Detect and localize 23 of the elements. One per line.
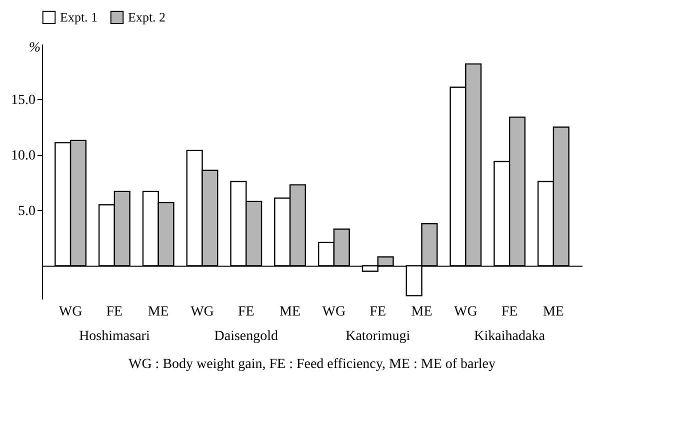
text: Hoshimasari [79, 329, 150, 344]
text: WG : Body weight gain, FE : Feed efficiency, ME : ME of barley [128, 357, 496, 372]
text: Daisengold [214, 329, 278, 344]
x-tick-label: ME [542, 304, 564, 320]
x-tick-label: WG [454, 304, 478, 320]
x-tick-label: FE [106, 304, 123, 320]
y-tick-label: 15.0 [11, 92, 36, 108]
x-tick-label: ME [280, 304, 301, 320]
x-tick-label: WG [322, 304, 346, 320]
y-tick-label: 10.0 [11, 148, 36, 164]
x-tick-label: ME [411, 304, 432, 320]
y-axis-title: % [28, 40, 40, 56]
legend-label: Expt. 1 [60, 9, 98, 24]
x-tick-label: FE [501, 304, 518, 320]
legend-label: Expt. 2 [128, 9, 166, 24]
x-tick-label: WG [58, 304, 82, 320]
y-tick-label: 5.0 [18, 204, 36, 219]
x-tick-label: FE [238, 304, 254, 320]
x-tick-label: ME [148, 304, 169, 320]
x-tick-label: WG [190, 304, 214, 320]
text: Katorimugi [346, 329, 410, 344]
x-tick-label: FE [370, 304, 386, 320]
text: Kikaihadaka [474, 329, 546, 344]
